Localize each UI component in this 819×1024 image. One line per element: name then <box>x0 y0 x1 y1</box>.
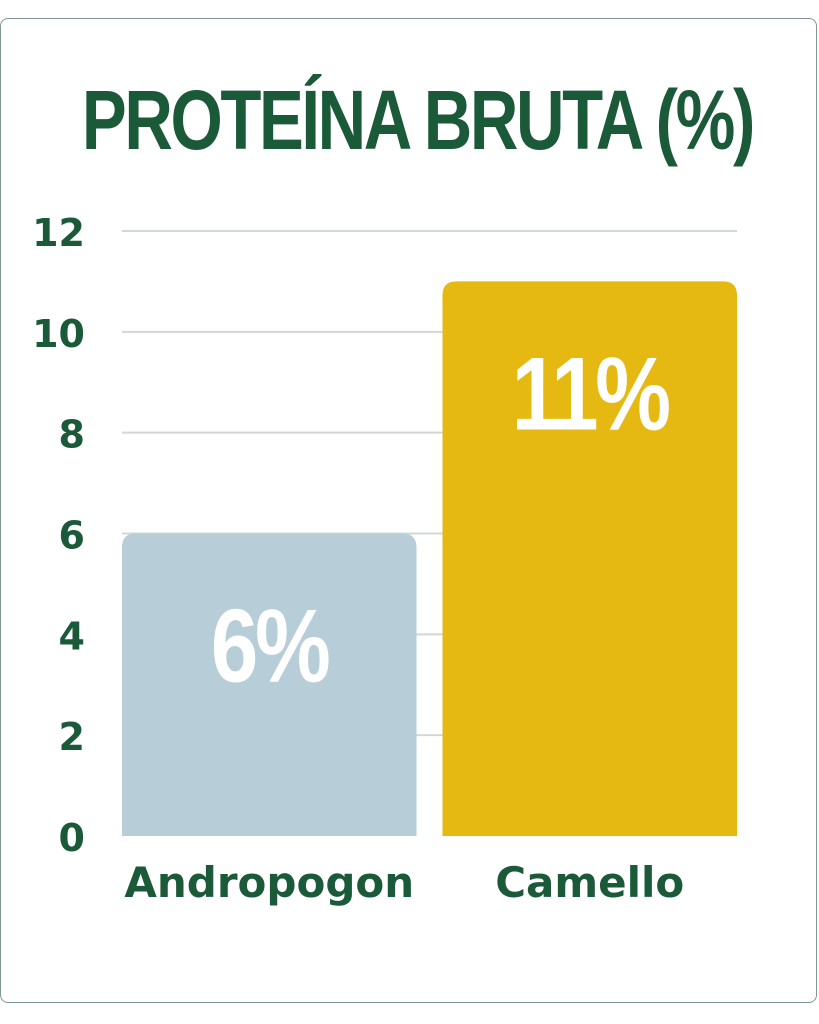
chart-title: PROTEÍNA BRUTA (%) <box>81 73 755 167</box>
value-label-camello: 11% <box>512 336 670 452</box>
y-tick-label: 4 <box>59 614 85 658</box>
y-tick-label: 2 <box>59 715 85 759</box>
category-label-andropogon: Andropogon <box>124 858 414 907</box>
y-tick-label: 0 <box>59 816 85 860</box>
category-label-camello: Camello <box>495 858 684 907</box>
y-tick-label: 12 <box>32 211 85 255</box>
y-axis-ticks: 0 2 4 6 8 10 12 <box>32 211 85 860</box>
value-labels: 6% 11% <box>211 336 673 705</box>
y-tick-label: 6 <box>59 514 85 558</box>
bar-camello <box>442 281 737 837</box>
y-tick-label: 8 <box>59 413 85 457</box>
category-labels: Andropogon Camello <box>124 858 684 907</box>
y-tick-label: 10 <box>32 312 85 356</box>
bars <box>122 281 737 837</box>
bar-andropogon <box>122 533 417 836</box>
value-label-andropogon: 6% <box>211 589 330 705</box>
